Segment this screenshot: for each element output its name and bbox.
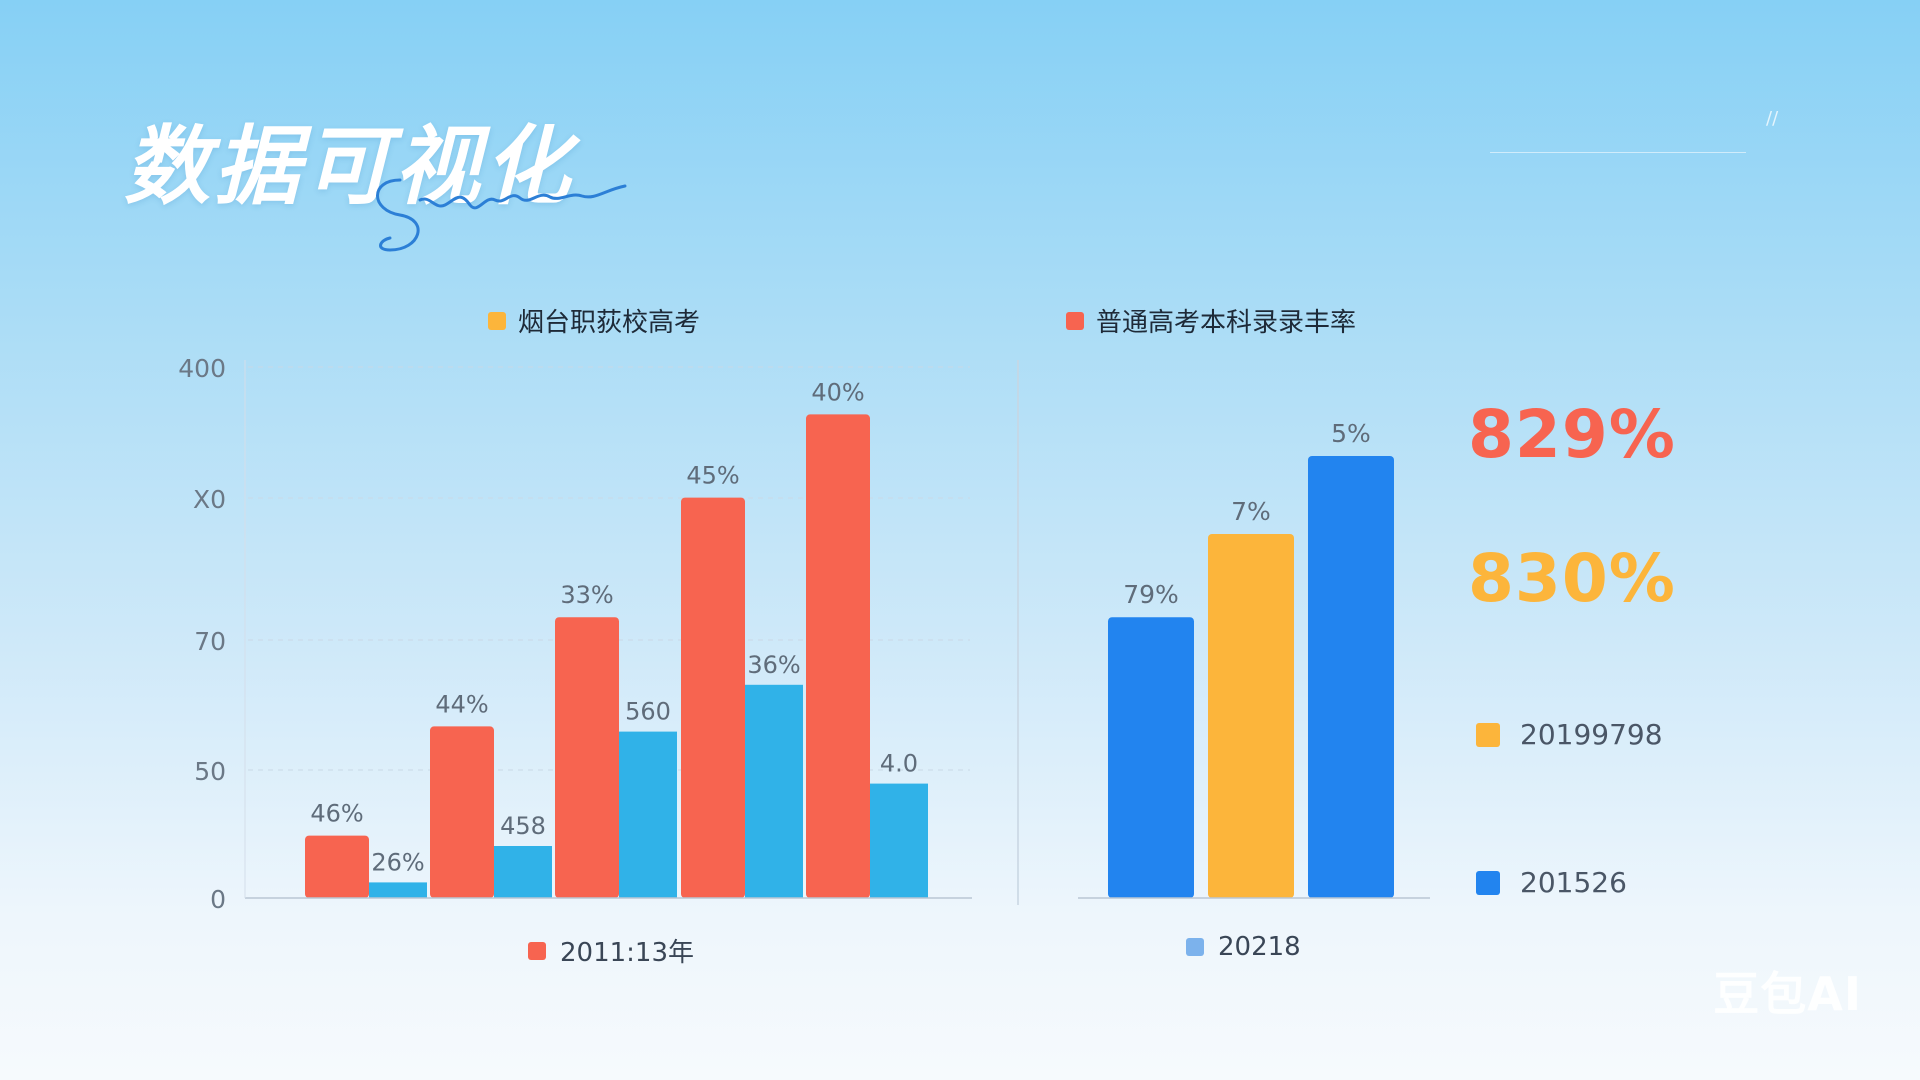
chart1-bar-red	[555, 617, 619, 898]
chart1-bar-red	[806, 414, 870, 898]
chart1-bar-red	[681, 497, 745, 898]
chart1-bar-red	[305, 835, 369, 898]
chart1-y-tick-label: 70	[194, 627, 226, 656]
chart1-bar-blue-label: 4.0	[880, 750, 918, 778]
chart1-bar-blue-label: 560	[625, 698, 671, 726]
chart1-top-legend: 烟台职荻校高考	[488, 302, 700, 339]
legend-swatch	[528, 941, 546, 960]
watermark-logo: 豆包AI	[1713, 967, 1862, 1021]
chart2-top-legend: 普通高考本科录录丰率	[1066, 302, 1356, 339]
legend-swatch	[1066, 311, 1084, 330]
chart1-bar-red-label: 40%	[811, 378, 864, 406]
side-legend-item-2: 201526	[1476, 866, 1627, 899]
chart1-bar-red-label: 46%	[310, 800, 363, 828]
chart1-y-tick-label: X0	[193, 485, 226, 514]
highlight-value-1: 829%	[1468, 396, 1676, 473]
decorative-line	[1490, 152, 1746, 153]
decorative-mark: //	[1766, 108, 1779, 129]
chart1-bar-blue-label: 458	[500, 812, 546, 840]
chart1-bar-blue	[494, 846, 552, 898]
legend-swatch	[488, 311, 506, 330]
chart1-bar-blue	[619, 731, 677, 898]
side-legend-item-1: 20199798	[1476, 718, 1663, 751]
chart1-bar-blue-label: 36%	[747, 651, 800, 679]
legend-label: 201526	[1520, 866, 1627, 899]
chart1-y-tick-label: 50	[194, 757, 226, 786]
chart1-bar-red	[430, 726, 494, 898]
chart2-bar-label: 79%	[1123, 580, 1179, 609]
chart2-bottom-legend: 20218	[1186, 932, 1301, 962]
chart1-y-tick-label: 0	[210, 885, 226, 914]
chart1-bar-blue	[870, 783, 928, 898]
legend-label: 20199798	[1520, 718, 1663, 751]
chart2-bar	[1208, 534, 1294, 898]
chart1-bar-blue	[369, 882, 427, 898]
highlight-value-2: 830%	[1468, 540, 1676, 617]
legend-swatch	[1476, 870, 1500, 895]
chart1-bottom-legend: 2011:13年	[528, 932, 694, 969]
chart2-bar	[1108, 617, 1194, 898]
legend-swatch	[1476, 722, 1500, 747]
chart1-bar-red-label: 44%	[435, 690, 488, 718]
chart1-bar-blue	[745, 684, 803, 898]
chart1-bar-red-label: 45%	[686, 462, 739, 490]
legend-label: 普通高考本科录录丰率	[1096, 308, 1357, 338]
chart2-bar-label: 5%	[1331, 419, 1371, 448]
chart2-bar-label: 7%	[1231, 497, 1271, 526]
script-decoration	[376, 178, 627, 252]
chart1-y-tick-label: 400	[178, 354, 226, 383]
chart2-bar	[1308, 456, 1394, 898]
legend-label: 2011:13年	[560, 938, 695, 968]
chart1-bar-blue-label: 26%	[371, 848, 424, 876]
legend-label: 20218	[1218, 932, 1301, 962]
legend-label: 烟台职荻校高考	[518, 308, 701, 338]
chart1-bar-red-label: 33%	[560, 581, 613, 609]
legend-swatch	[1186, 938, 1204, 956]
